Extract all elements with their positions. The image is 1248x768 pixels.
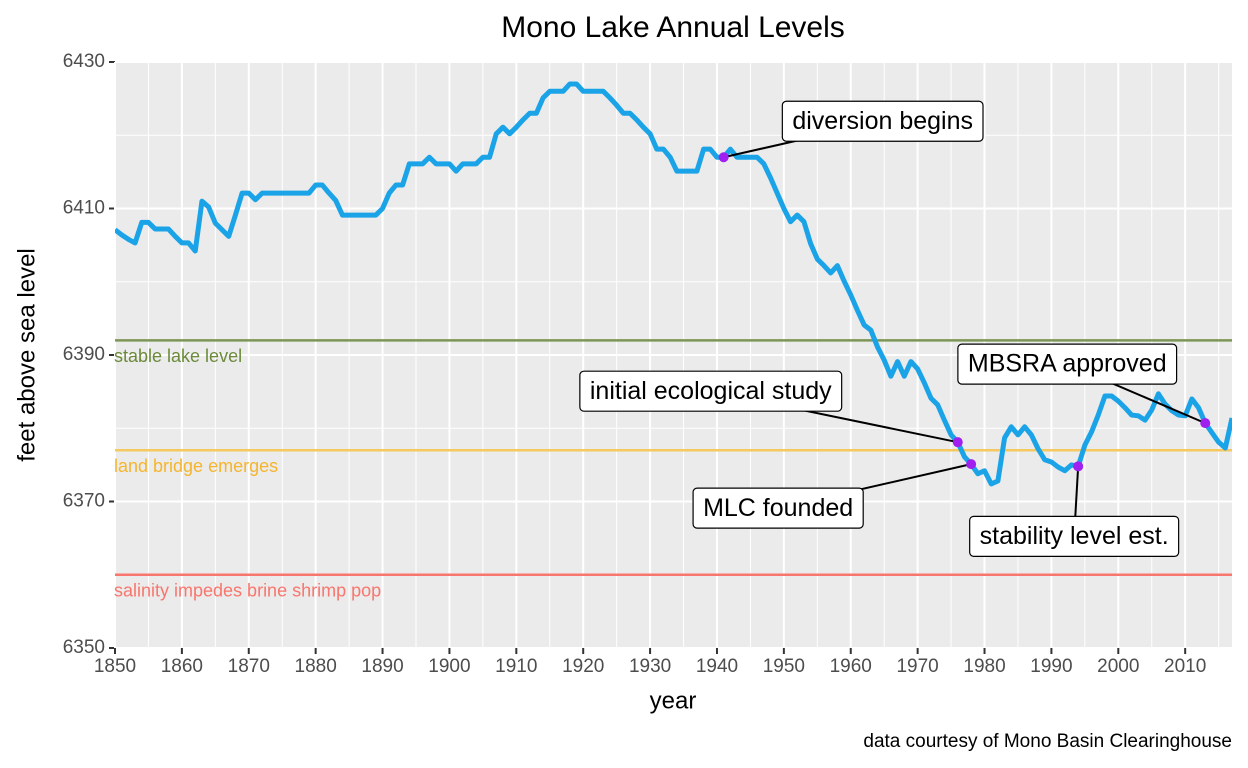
annotation-point bbox=[966, 459, 977, 470]
x-tick-label: 2000 bbox=[1097, 656, 1139, 677]
x-axis-title: year bbox=[650, 687, 697, 714]
x-tick-label: 1870 bbox=[228, 656, 270, 677]
annotation-label: MLC founded bbox=[703, 494, 853, 522]
x-tick-label: 1950 bbox=[763, 656, 805, 677]
x-tick-label: 1940 bbox=[696, 656, 738, 677]
x-tick-label: 1860 bbox=[161, 656, 203, 677]
reference-label: salinity impedes brine shrimp pop bbox=[114, 581, 381, 601]
annotation-point bbox=[718, 152, 729, 163]
y-tick-label: 6370 bbox=[63, 491, 105, 512]
annotation-point bbox=[952, 437, 963, 448]
y-axis-title: feet above sea level bbox=[13, 248, 40, 461]
annotation-label: diversion begins bbox=[792, 107, 973, 135]
x-tick-label: 2010 bbox=[1164, 656, 1206, 677]
x-tick-label: 1880 bbox=[295, 656, 337, 677]
x-tick-label: 1990 bbox=[1030, 656, 1072, 677]
x-tick-label: 1960 bbox=[830, 656, 872, 677]
annotation-label: initial ecological study bbox=[590, 377, 832, 405]
chart-title: Mono Lake Annual Levels bbox=[501, 11, 845, 44]
x-tick-label: 1910 bbox=[495, 656, 537, 677]
annotation-box bbox=[957, 343, 1178, 385]
y-tick-label: 6410 bbox=[63, 198, 105, 219]
annotation-point bbox=[1073, 461, 1084, 472]
x-tick-label: 1900 bbox=[428, 656, 470, 677]
y-tick-label: 6350 bbox=[63, 637, 105, 658]
x-tick-label: 1920 bbox=[562, 656, 604, 677]
x-tick-label: 1980 bbox=[963, 656, 1005, 677]
annotation-box bbox=[692, 487, 864, 529]
annotation-point bbox=[1200, 418, 1211, 429]
caption: data courtesy of Mono Basin Clearinghous… bbox=[863, 731, 1232, 752]
y-tick-label: 6430 bbox=[63, 51, 105, 72]
annotation-box bbox=[969, 515, 1180, 557]
annotation-box bbox=[781, 100, 984, 142]
x-tick-label: 1890 bbox=[361, 656, 403, 677]
reference-label: land bridge emerges bbox=[114, 456, 278, 476]
x-tick-label: 1970 bbox=[896, 656, 938, 677]
x-tick-label: 1930 bbox=[629, 656, 671, 677]
y-tick-label: 6390 bbox=[63, 344, 105, 365]
reference-label: stable lake level bbox=[114, 346, 242, 366]
annotation-label: stability level est. bbox=[980, 522, 1169, 550]
level-line bbox=[115, 81, 1232, 487]
annotation-box bbox=[579, 370, 843, 412]
x-tick-label: 1850 bbox=[94, 656, 136, 677]
annotation-label: MBSRA approved bbox=[968, 350, 1167, 378]
